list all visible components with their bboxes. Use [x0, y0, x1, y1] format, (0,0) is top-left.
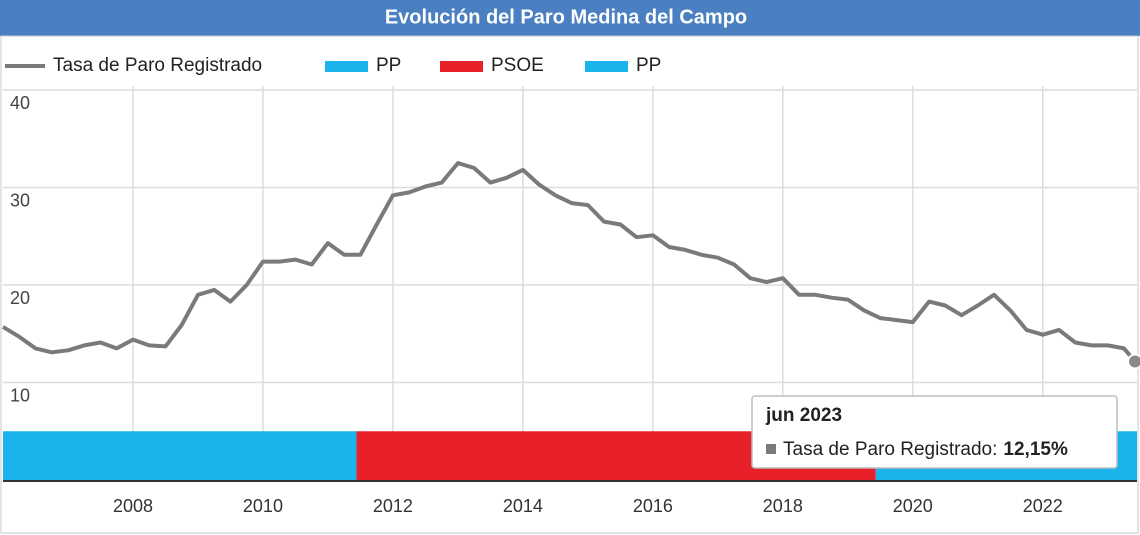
- tooltip-value: 12,15%: [1003, 439, 1068, 460]
- x-tick-label: 2020: [893, 496, 933, 516]
- legend-swatch: [440, 61, 483, 72]
- x-tick-label: 2008: [113, 496, 153, 516]
- legend-label: PP: [636, 55, 661, 76]
- hover-point: [1127, 353, 1140, 370]
- party-band: [3, 431, 357, 480]
- x-tick-label: 2016: [633, 496, 673, 516]
- y-tick-label: 30: [10, 190, 30, 210]
- x-tick-label: 2022: [1023, 496, 1063, 516]
- x-tick-label: 2018: [763, 496, 803, 516]
- frame: [0, 35, 1139, 534]
- legend: Tasa de Paro Registrado PP PSOE PP: [5, 55, 661, 76]
- legend-swatch: [325, 61, 368, 72]
- grid: [3, 86, 1137, 480]
- title-bar: [0, 0, 1140, 36]
- x-tick-label: 2014: [503, 496, 543, 516]
- axis: 10 20 30 40 2008 2010 2012 2014 2016 2018 2020 2022: [3, 93, 1137, 516]
- x-tick-label: 2012: [373, 496, 413, 516]
- line-series: [1, 161, 1137, 363]
- tooltip: jun 2023 Tasa de Paro Registrado: 12,15%: [751, 395, 1118, 469]
- x-tick-label: 2010: [243, 496, 283, 516]
- legend-label: PSOE: [491, 55, 544, 76]
- legend-swatch: [585, 61, 628, 72]
- y-tick-label: 10: [10, 385, 30, 405]
- tooltip-label: Tasa de Paro Registrado:: [783, 439, 997, 460]
- tooltip-text: Tasa de Paro Registrado: 12,15%: [783, 439, 1068, 460]
- tooltip-box: [751, 395, 1118, 469]
- legend-label: PP: [376, 55, 401, 76]
- tooltip-title: jun 2023: [765, 405, 842, 426]
- legend-label: Tasa de Paro Registrado: [53, 55, 262, 76]
- y-tick-label: 40: [10, 93, 30, 113]
- y-tick-label: 20: [10, 288, 30, 308]
- chart-title: Evolución del Paro Medina del Campo: [385, 6, 747, 28]
- tooltip-swatch: [766, 444, 776, 454]
- lines: [1, 161, 1140, 370]
